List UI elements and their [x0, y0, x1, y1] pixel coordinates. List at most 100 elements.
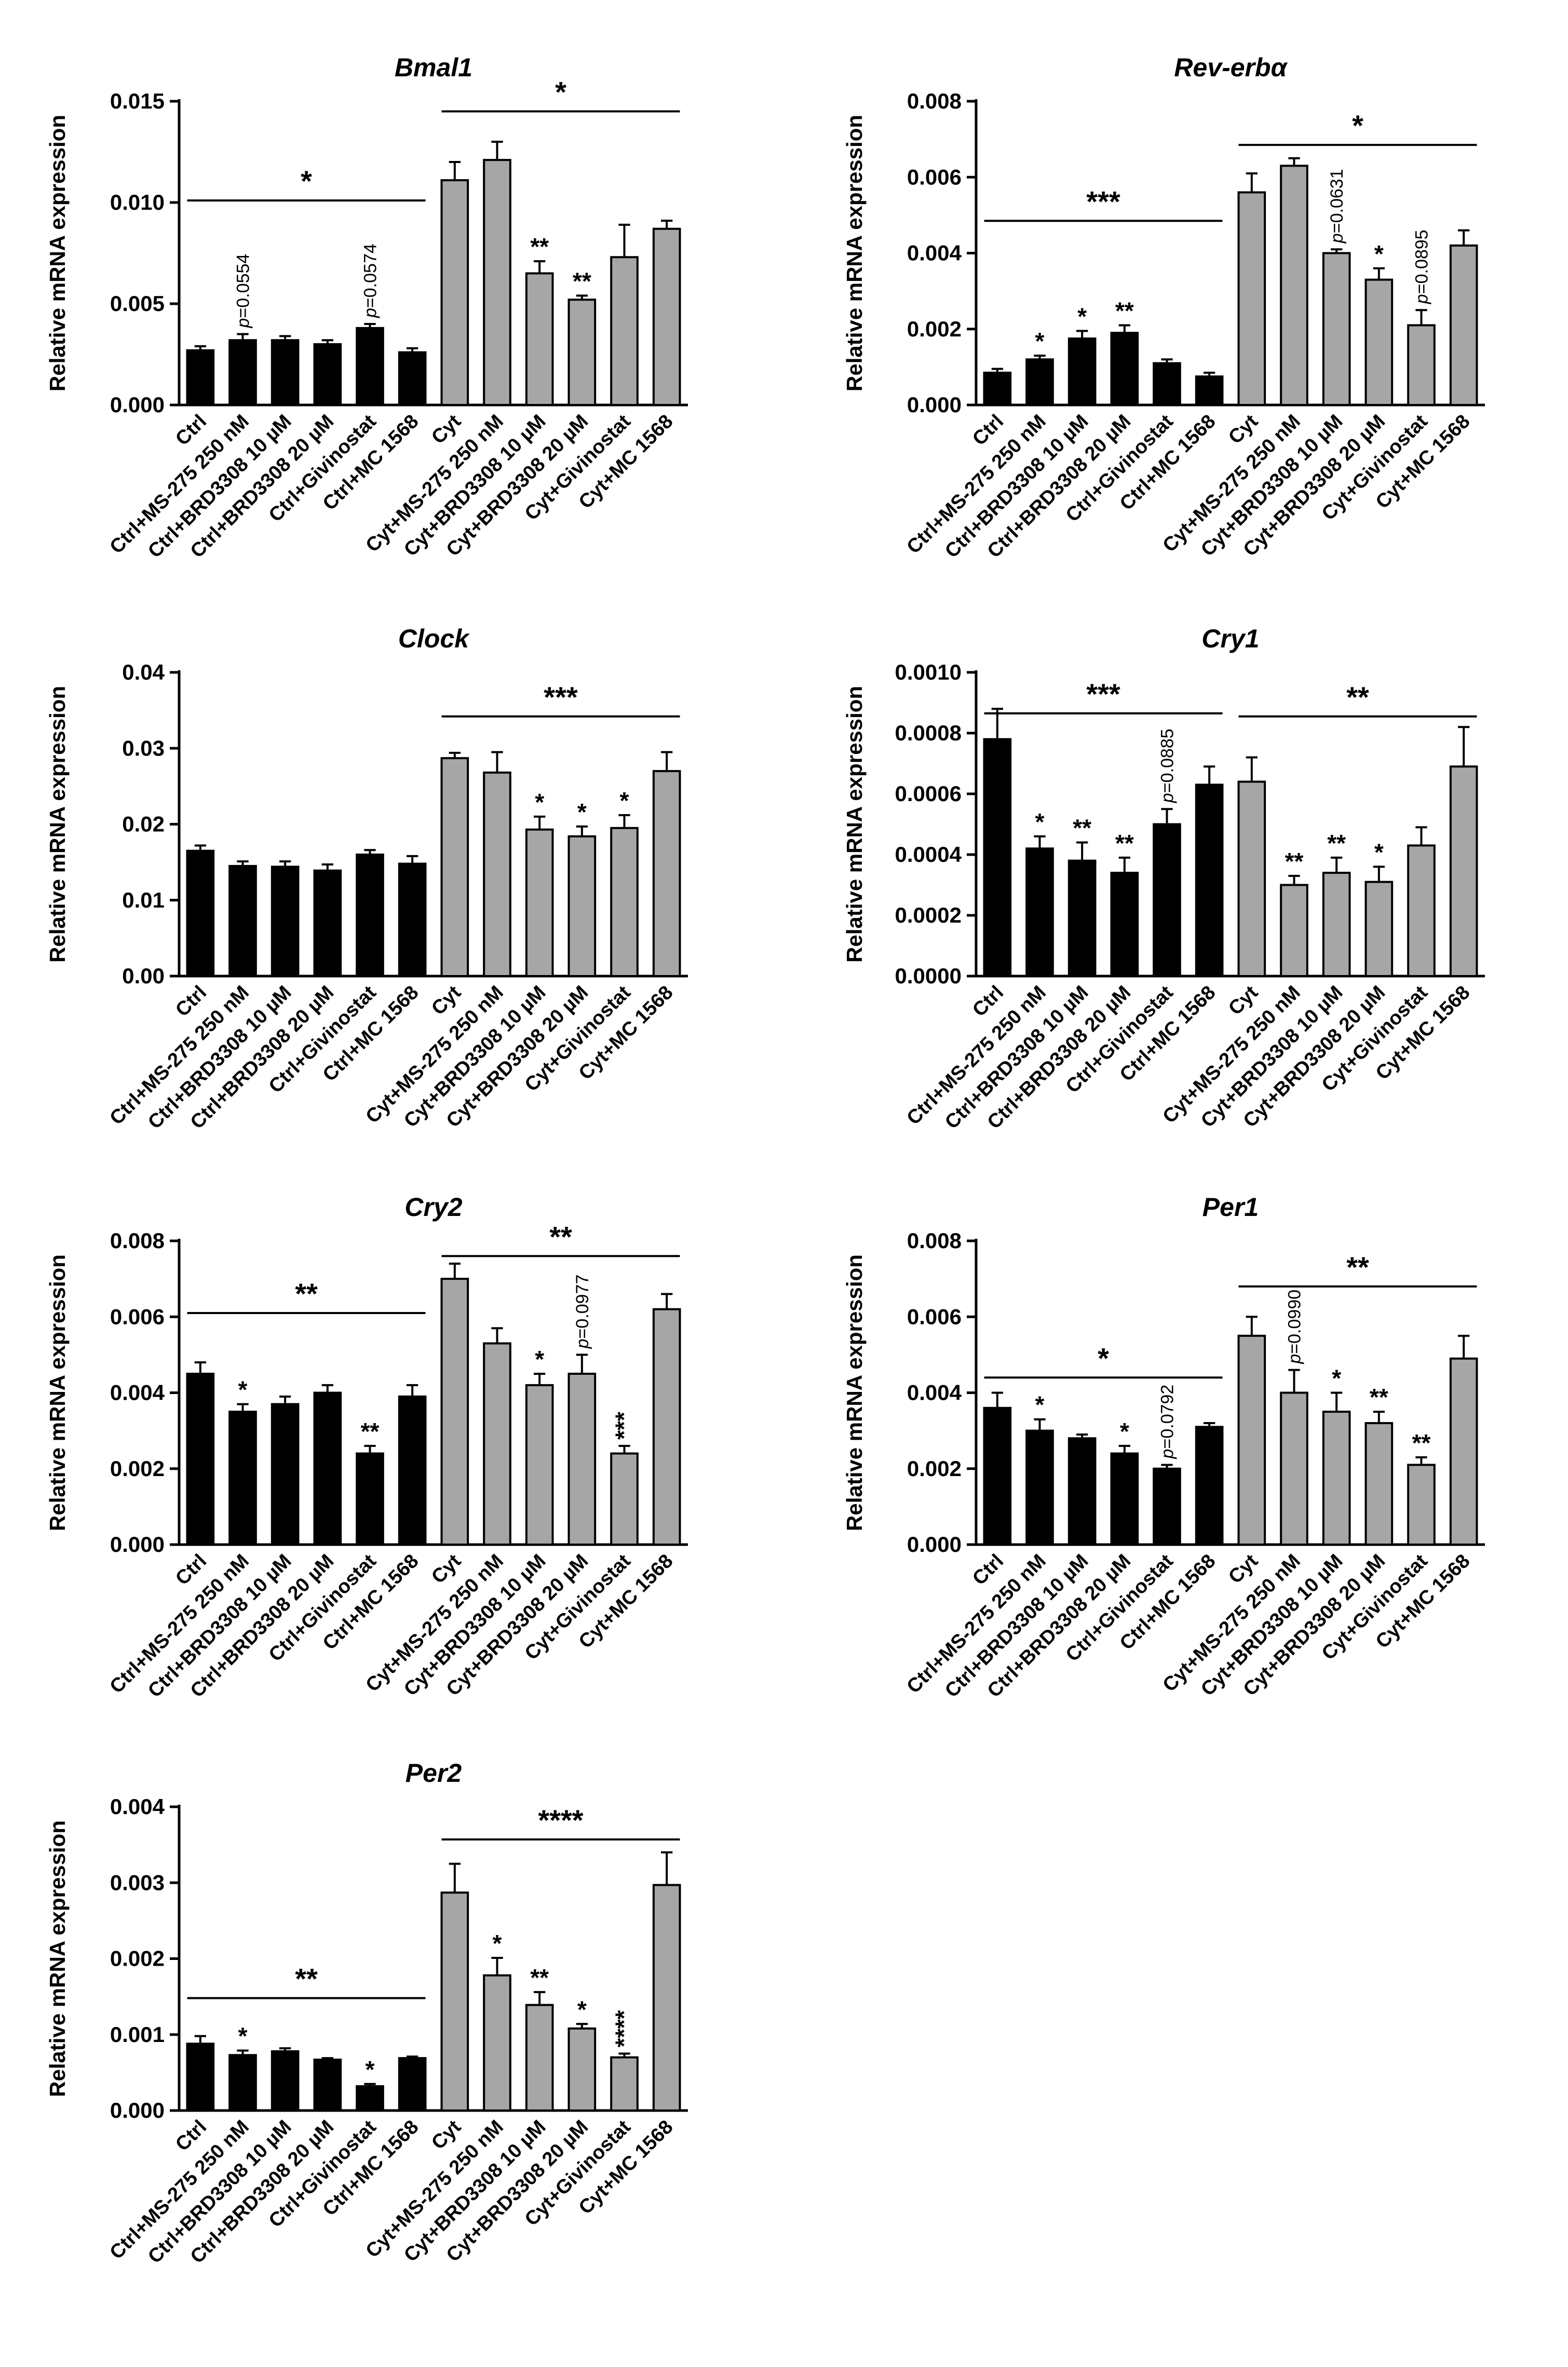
- y-tick-label: 0.0002: [895, 903, 962, 927]
- bar: [1364, 881, 1394, 978]
- bar: [1237, 191, 1266, 406]
- bar: [567, 2027, 597, 2112]
- p-value-prefix: p: [361, 308, 381, 318]
- bar: [1110, 1452, 1139, 1546]
- y-tick-label: 0.001: [110, 2022, 165, 2047]
- bar: [271, 339, 300, 407]
- bar: [271, 865, 300, 978]
- bar: [1195, 375, 1224, 406]
- group-significance: *: [1098, 1342, 1109, 1374]
- significance-mark: **: [361, 1418, 380, 1445]
- y-tick-label: 0.008: [907, 89, 962, 113]
- y-tick-label: 0.000: [907, 1532, 962, 1557]
- p-value: 0.0990: [1285, 1290, 1305, 1344]
- bar: [1153, 362, 1181, 406]
- bar: [1407, 1464, 1436, 1546]
- y-tick-label: 0.006: [907, 1304, 962, 1329]
- y-axis-label: Relative mRNA expression: [45, 1820, 70, 2097]
- p-value-equals: =: [1158, 1439, 1178, 1449]
- group-significance: ****: [538, 1804, 583, 1836]
- y-tick-label: 0.01: [122, 888, 165, 912]
- bar: [271, 2050, 300, 2112]
- y-tick-label: 0.02: [122, 812, 165, 836]
- y-tick-label: 0.002: [110, 1946, 165, 1971]
- significance-mark: *: [238, 2022, 248, 2049]
- significance-mark: *: [620, 787, 629, 814]
- p-value-equals: =: [573, 1329, 592, 1339]
- significance-mark: **: [1327, 830, 1346, 857]
- bar: [1322, 252, 1351, 406]
- chart-panel-2: Rev-erbα Relative mRNA expression 0.000 0.0…: [842, 53, 1485, 562]
- bar: [1110, 332, 1139, 406]
- bar: [1067, 859, 1097, 977]
- y-tick-label: 0.000: [907, 393, 962, 417]
- significance-mark: *: [1374, 838, 1384, 865]
- bar: [398, 351, 427, 406]
- bar: [610, 827, 639, 977]
- chart-title: Rev-erbα: [1174, 53, 1288, 82]
- bar: [313, 869, 342, 978]
- p-value: 0.0792: [1158, 1385, 1178, 1439]
- p-value-annotation: p=0.0990: [1285, 1290, 1305, 1364]
- y-tick-label: 0.003: [110, 1870, 165, 1895]
- group-significance: ***: [1086, 185, 1120, 218]
- y-tick-label: 0.002: [110, 1456, 165, 1481]
- chart-panel-4: Cry1 Relative mRNA expression 0.0000 0.0002…: [842, 624, 1485, 1133]
- significance-mark: *: [535, 1346, 544, 1373]
- bar: [1110, 872, 1139, 977]
- bar: [983, 1406, 1012, 1546]
- group-significance: ***: [1086, 678, 1120, 710]
- y-tick-label: 0.0010: [895, 660, 962, 684]
- bar: [1449, 244, 1478, 406]
- bar: [1067, 1437, 1097, 1546]
- bar: [440, 1278, 469, 1546]
- p-value-annotation: p=0.0895: [1412, 229, 1432, 304]
- p-value-equals: =: [234, 308, 253, 318]
- p-value-annotation: p=0.0885: [1158, 728, 1178, 803]
- group-significance: **: [549, 1220, 572, 1253]
- y-tick-label: 0.00: [122, 964, 165, 988]
- bar: [1280, 165, 1308, 406]
- y-tick-label: 0.03: [122, 736, 165, 760]
- y-axis-label: Relative mRNA expression: [45, 115, 70, 391]
- significance-mark: *: [535, 789, 544, 816]
- y-tick-label: 0.015: [110, 89, 165, 113]
- bar: [1067, 337, 1097, 406]
- y-tick-label: 0.000: [110, 393, 165, 417]
- significance-mark: *: [1035, 1391, 1045, 1418]
- significance-mark: **: [1412, 1429, 1431, 1456]
- y-tick-label: 0.005: [110, 291, 165, 316]
- chart-panel-5: Cry2 Relative mRNA expression 0.000 0.002 0.…: [45, 1193, 688, 1702]
- group-significance: ***: [544, 681, 578, 713]
- p-value-prefix: p: [1327, 233, 1347, 244]
- p-value-equals: =: [1158, 782, 1178, 793]
- significance-mark: **: [1073, 815, 1091, 842]
- significance-mark: *: [366, 2056, 375, 2083]
- significance-mark: ****: [611, 2010, 638, 2048]
- bar: [1280, 1391, 1308, 1546]
- bar: [1449, 765, 1478, 977]
- significance-mark: *: [1035, 808, 1045, 835]
- bar: [1407, 324, 1436, 406]
- bar: [228, 339, 257, 407]
- bar: [525, 272, 554, 406]
- p-value-equals: =: [1327, 223, 1347, 233]
- p-value-prefix: p: [573, 1338, 592, 1349]
- p-value-annotation: p=0.0792: [1158, 1385, 1178, 1459]
- chart-title: Cry1: [1201, 624, 1259, 653]
- group-significance: **: [1346, 1251, 1369, 1283]
- bar: [1153, 1467, 1181, 1546]
- y-tick-label: 0.002: [907, 317, 962, 341]
- bar: [1025, 847, 1054, 978]
- chart-title: Per2: [405, 1759, 462, 1788]
- bar: [186, 349, 215, 407]
- group-significance: *: [1352, 109, 1363, 142]
- y-tick-label: 0.008: [110, 1228, 165, 1253]
- chart-panel-6: Per1 Relative mRNA expression 0.000 0.002 0.…: [842, 1193, 1485, 1702]
- p-value-equals: =: [361, 297, 381, 308]
- y-tick-label: 0.004: [110, 1794, 165, 1819]
- p-value-annotation: p=0.0554: [234, 254, 253, 329]
- bar: [983, 371, 1012, 406]
- p-value: 0.0574: [361, 244, 381, 297]
